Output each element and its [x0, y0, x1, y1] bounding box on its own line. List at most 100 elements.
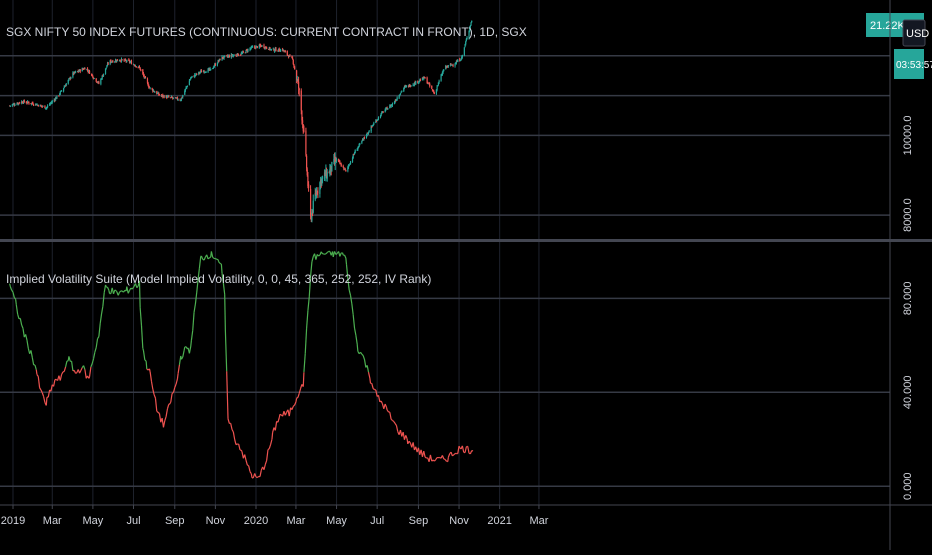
candle-body [349, 165, 350, 166]
candle-body [191, 76, 192, 77]
candle-body [44, 105, 45, 108]
candle-body [471, 21, 472, 22]
candle-body [350, 161, 351, 164]
candle-body [373, 123, 374, 124]
time-tick-label: Jul [370, 515, 384, 527]
candle-body [60, 92, 61, 95]
candle-body [140, 70, 141, 71]
candle-body [150, 87, 151, 88]
candle-body [285, 51, 286, 52]
candle-body [215, 64, 216, 66]
time-tick-label: Nov [449, 515, 469, 527]
candle-body [462, 55, 463, 57]
iv-line-segment [67, 361, 68, 362]
candle-body [10, 106, 11, 107]
candle-body [173, 98, 174, 99]
iv-line-segment [448, 457, 449, 462]
iv-line-segment [213, 257, 214, 258]
candle-body [411, 85, 412, 86]
iv-line-segment [373, 389, 374, 390]
iv-line-segment [225, 294, 226, 330]
candle-body [327, 172, 328, 179]
candle-body [63, 88, 64, 91]
candle-body [438, 81, 439, 82]
iv-chart-title: Implied Volatility Suite (Model Implied … [6, 272, 431, 286]
candle-body [14, 105, 15, 106]
candle-body [159, 94, 160, 95]
pane-divider[interactable] [0, 239, 932, 242]
iv-line-segment [184, 347, 185, 351]
candle-body [217, 63, 218, 65]
candle-body [103, 74, 104, 77]
iv-line-segment [425, 457, 426, 458]
iv-line-segment [109, 290, 110, 293]
candle-body [359, 143, 360, 144]
candle-body [378, 117, 379, 120]
candle-body [201, 71, 202, 73]
candle-body [293, 60, 294, 64]
candle-body [464, 47, 465, 55]
iv-line-segment [172, 393, 173, 394]
candle-body [298, 82, 299, 88]
iv-line-segment [247, 465, 248, 466]
time-tick-label: May [82, 515, 103, 527]
iv-line-segment [215, 259, 216, 260]
candle-body [205, 72, 206, 73]
candle-body [38, 105, 39, 106]
iv-line-segment [209, 257, 210, 258]
candle-body [24, 100, 25, 102]
candle-body [126, 60, 127, 62]
iv-line-segment [143, 348, 144, 350]
iv-line-segment [280, 414, 281, 415]
candle-body [440, 75, 441, 80]
candle-body [387, 108, 388, 109]
iv-line-segment [208, 258, 209, 259]
candle-body [168, 97, 169, 98]
candle-body [431, 86, 432, 89]
iv-line-segment [236, 444, 237, 445]
iv-line-segment [133, 286, 134, 287]
candle-body [271, 49, 272, 50]
candle-body [266, 47, 267, 48]
iv-y-tick-label: 40.000 [902, 375, 914, 409]
last-price-badge-text: 21.22K [870, 20, 906, 32]
candle-body [80, 70, 81, 72]
candle-body [252, 47, 253, 48]
candle-body [189, 79, 190, 80]
iv-line-segment [157, 411, 158, 412]
iv-line-segment [146, 361, 147, 369]
candle-body [322, 176, 323, 179]
candle-body [196, 74, 197, 75]
candle-body [313, 201, 314, 213]
candle-body [70, 77, 71, 79]
time-tick-label: Mar [529, 515, 548, 527]
candle-body [429, 84, 430, 86]
candle-body [213, 68, 214, 69]
candle-body [355, 150, 356, 153]
candle-body [182, 95, 183, 97]
candle-body [94, 78, 95, 79]
candle-body [189, 81, 190, 86]
iv-line-segment [374, 389, 375, 390]
candle-body [187, 86, 188, 87]
candle-body [305, 131, 306, 155]
iv-line-segment [452, 455, 453, 456]
candle-body [345, 169, 346, 170]
candle-body [52, 101, 53, 102]
candle-body [56, 96, 57, 99]
iv-line-segment [149, 369, 150, 372]
iv-line-segment [116, 291, 117, 292]
iv-line-segment [357, 344, 358, 351]
candle-body [154, 92, 155, 93]
candle-body [233, 55, 234, 56]
iv-line-segment [251, 474, 252, 478]
iv-line-segment [170, 402, 171, 403]
price-y-tick-label: 8000.0 [902, 198, 914, 232]
price-chart-title: SGX NIFTY 50 INDEX FUTURES (CONTINUOUS: … [6, 25, 527, 39]
candle-body [257, 46, 258, 47]
countdown-badge-text: 03:53:57 [896, 60, 932, 71]
candle-body [457, 60, 458, 62]
candle-body [336, 159, 337, 162]
iv-line-segment [303, 372, 304, 386]
